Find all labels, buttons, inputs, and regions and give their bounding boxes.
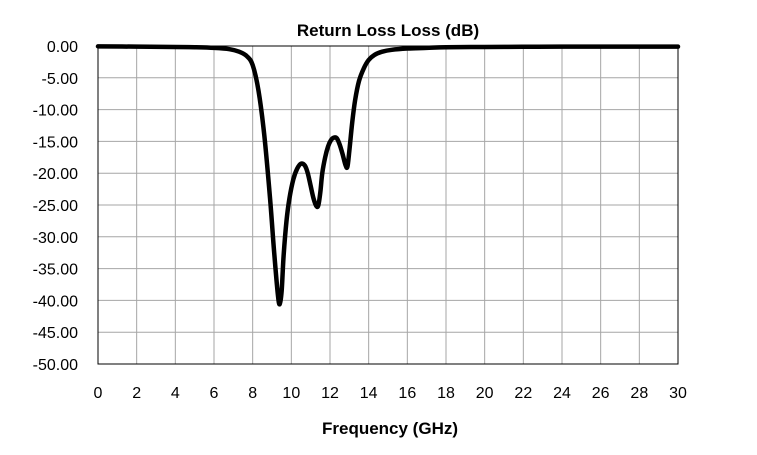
x-axis-label: Frequency (GHz) bbox=[322, 419, 458, 438]
x-tick-label: 18 bbox=[437, 385, 455, 402]
x-tick-label: 8 bbox=[248, 385, 257, 402]
x-tick-label: 26 bbox=[592, 385, 610, 402]
plot-area-border bbox=[97, 45, 679, 365]
x-tick-label: 30 bbox=[669, 385, 687, 402]
x-tick-label: 28 bbox=[630, 385, 648, 402]
chart-title: Return Loss Loss (dB) bbox=[297, 21, 479, 40]
y-tick-label: -30.00 bbox=[33, 230, 78, 247]
x-axis-ticks: 0 2 4 6 8 10 12 14 16 18 20 22 24 26 28 30 bbox=[94, 385, 687, 402]
y-tick-label: -10.00 bbox=[33, 103, 78, 120]
series-line bbox=[95, 44, 681, 307]
x-tick-label: 2 bbox=[132, 385, 141, 402]
x-tick-label: 12 bbox=[321, 385, 339, 402]
grid bbox=[97, 45, 679, 365]
y-tick-label: -5.00 bbox=[42, 71, 79, 88]
y-tick-label: 0.00 bbox=[47, 39, 78, 56]
y-tick-label: -20.00 bbox=[33, 166, 78, 183]
x-tick-label: 6 bbox=[210, 385, 219, 402]
x-tick-label: 20 bbox=[476, 385, 494, 402]
x-tick-label: 10 bbox=[282, 385, 300, 402]
series-layer bbox=[95, 44, 681, 307]
y-tick-label: -15.00 bbox=[33, 134, 78, 151]
x-tick-label: 4 bbox=[171, 385, 180, 402]
x-tick-label: 22 bbox=[514, 385, 532, 402]
y-tick-label: -25.00 bbox=[33, 198, 78, 215]
y-tick-label: -40.00 bbox=[33, 293, 78, 310]
x-tick-label: 24 bbox=[553, 385, 571, 402]
y-tick-label: -45.00 bbox=[33, 325, 78, 342]
x-tick-label: 16 bbox=[398, 385, 416, 402]
x-tick-label: 14 bbox=[360, 385, 378, 402]
y-tick-label: -35.00 bbox=[33, 262, 78, 279]
y-axis-ticks: 0.00 -5.00 -10.00 -15.00 -20.00 -25.00 -30.00 -… bbox=[33, 39, 78, 374]
x-tick-label: 0 bbox=[94, 385, 103, 402]
y-tick-label: -50.00 bbox=[33, 357, 78, 374]
